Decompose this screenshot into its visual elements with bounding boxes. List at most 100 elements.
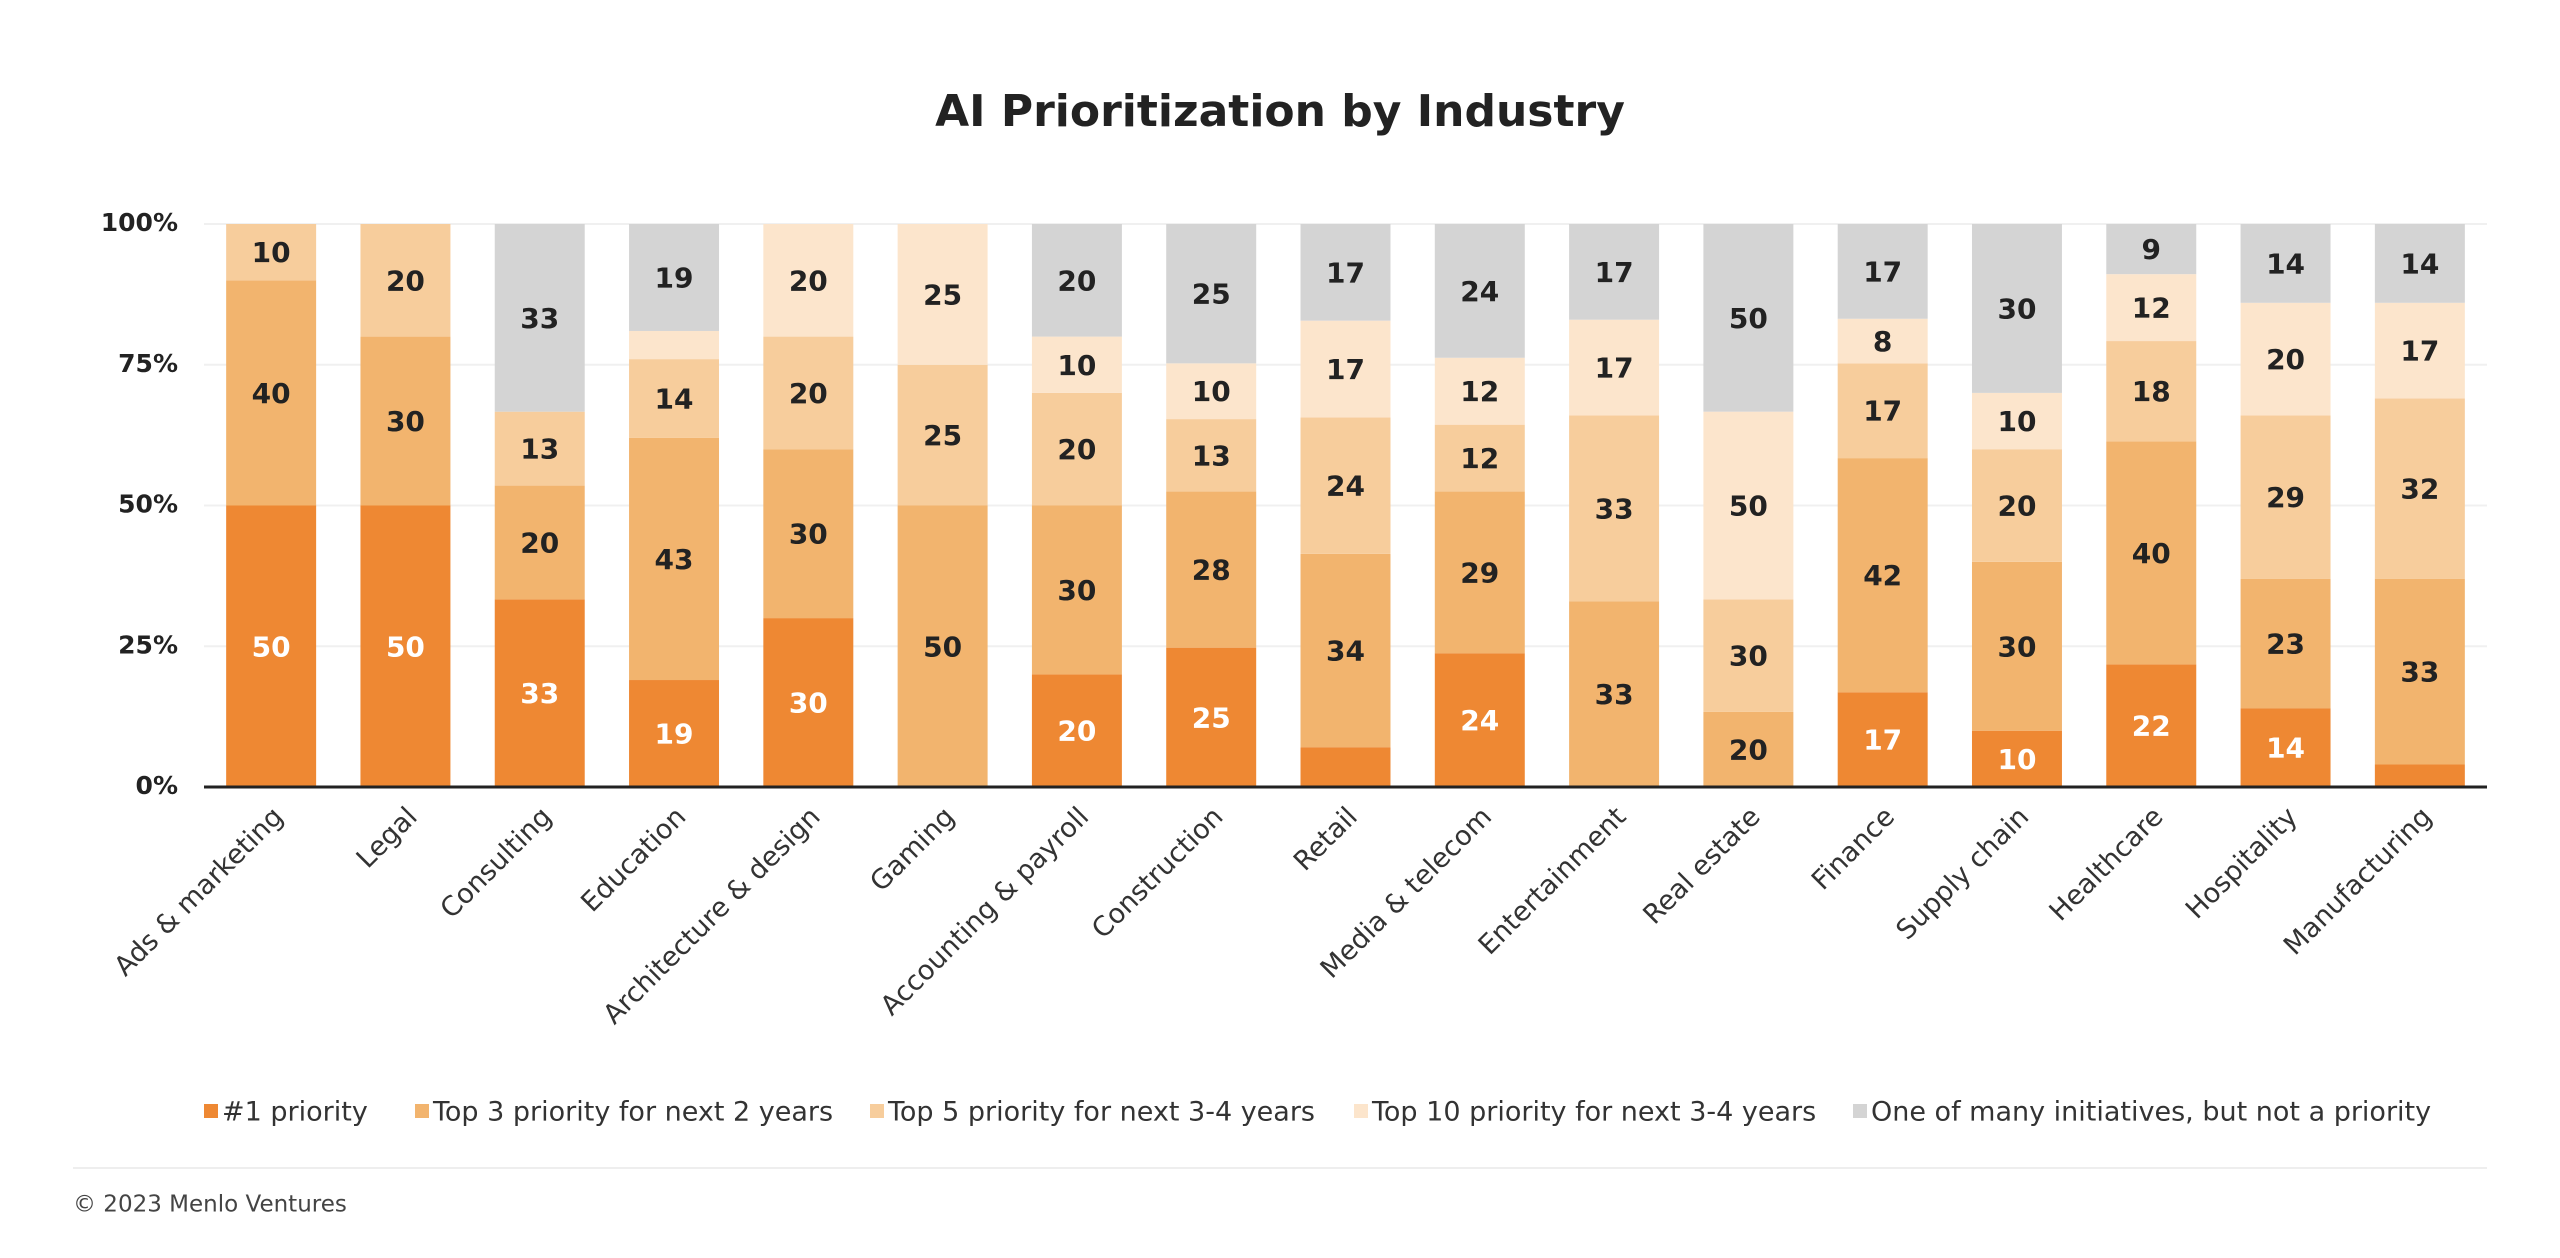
bar-segment xyxy=(1166,224,1257,364)
bar-segment xyxy=(1971,730,2062,787)
segment-label: 25 xyxy=(923,278,962,311)
legend-label: Top 10 priority for next 3-4 years xyxy=(1371,1097,1816,1128)
bar-segment xyxy=(1300,320,1391,418)
segment-label: 19 xyxy=(655,261,694,294)
bar-segment xyxy=(1031,674,1122,787)
y-tick-label: 0% xyxy=(136,771,178,800)
legend-swatch xyxy=(870,1104,884,1118)
x-tick-label: Legal xyxy=(351,801,424,874)
bar-segment xyxy=(2240,302,2331,416)
segment-label: 50 xyxy=(252,630,291,663)
segment-label: 28 xyxy=(1192,554,1231,587)
segment-label: 10 xyxy=(1997,405,2036,438)
x-tick-label: Gaming xyxy=(864,801,961,898)
bar-segment xyxy=(1837,692,1928,787)
bar-segment xyxy=(1971,224,2062,393)
bar-segment xyxy=(226,280,317,506)
segment-label: 20 xyxy=(520,526,559,559)
bar-segment xyxy=(629,680,720,787)
segment-label: 50 xyxy=(1729,490,1768,523)
segment-label: 43 xyxy=(655,543,694,576)
bar-segment xyxy=(2374,398,2465,579)
bar-segment xyxy=(1971,392,2062,450)
bar-segment xyxy=(1300,747,1391,787)
segment-label: 33 xyxy=(520,677,559,710)
legend-label: Top 5 priority for next 3-4 years xyxy=(887,1097,1315,1128)
bar-segment xyxy=(1166,419,1257,492)
bar-segment xyxy=(1837,363,1928,459)
bar-segment xyxy=(1300,417,1391,554)
bar-segment xyxy=(1031,336,1122,393)
bar-segment xyxy=(629,224,720,331)
x-tick-label: Consulting xyxy=(435,801,558,924)
segment-label: 24 xyxy=(1326,470,1365,503)
y-tick-label: 50% xyxy=(118,490,178,519)
segment-label: 25 xyxy=(1192,278,1231,311)
segment-label: 14 xyxy=(2400,247,2439,280)
segment-label: 20 xyxy=(1057,715,1096,748)
segment-label: 50 xyxy=(386,630,425,663)
segment-label: 25 xyxy=(1192,701,1231,734)
segment-label: 12 xyxy=(2132,292,2171,325)
segment-label: 17 xyxy=(2400,335,2439,368)
bar-segment xyxy=(629,330,720,360)
bar-segment xyxy=(2374,764,2465,787)
bar-segment xyxy=(1569,224,1660,320)
segment-label: 12 xyxy=(1460,375,1499,408)
segment-label: 30 xyxy=(789,687,828,720)
segment-label: 17 xyxy=(1595,352,1634,385)
bar-segment xyxy=(1569,319,1660,416)
legend-label: #1 priority xyxy=(222,1097,368,1128)
x-tick-label: Entertainment xyxy=(1473,801,1633,961)
legend-swatch xyxy=(1354,1104,1368,1118)
segment-label: 12 xyxy=(1460,442,1499,475)
segment-label: 17 xyxy=(1863,395,1902,428)
segment-label: 30 xyxy=(1997,292,2036,325)
segment-label: 17 xyxy=(1326,256,1365,289)
segment-label: 24 xyxy=(1460,275,1499,308)
bar-segment xyxy=(2240,578,2331,709)
bar-segment xyxy=(763,224,854,337)
bar-segment xyxy=(2106,341,2197,442)
bar-segment xyxy=(2106,664,2197,787)
bar-segment xyxy=(360,336,451,506)
segment-label: 33 xyxy=(1595,492,1634,525)
footer: © 2023 Menlo Ventures xyxy=(73,1192,347,1218)
segment-label: 23 xyxy=(2266,627,2305,660)
bar-segment xyxy=(1166,647,1257,787)
segment-label: 30 xyxy=(386,405,425,438)
bar-segment xyxy=(897,364,988,506)
bar-segment xyxy=(226,224,317,281)
segment-label: 20 xyxy=(1997,490,2036,523)
segment-label: 14 xyxy=(2266,247,2305,280)
bar-segment xyxy=(1569,601,1660,787)
bar-segment xyxy=(494,599,585,787)
bar-segment xyxy=(2374,302,2465,399)
bar-segment xyxy=(1971,561,2062,731)
bar-segment xyxy=(1434,224,1525,358)
bar-segment xyxy=(1300,224,1391,321)
segment-label: 20 xyxy=(1057,433,1096,466)
legend-label: Top 3 priority for next 2 years xyxy=(432,1097,833,1128)
bar-segment xyxy=(494,411,585,486)
segment-label: 13 xyxy=(520,433,559,466)
bar-segment xyxy=(629,437,720,681)
segment-label: 50 xyxy=(923,630,962,663)
legend-swatch xyxy=(204,1104,218,1118)
segment-label: 32 xyxy=(2400,473,2439,506)
segment-label: 13 xyxy=(1192,439,1231,472)
segment-label: 40 xyxy=(2132,537,2171,570)
legend-swatch xyxy=(1853,1104,1867,1118)
segment-label: 20 xyxy=(1729,733,1768,766)
segment-label: 17 xyxy=(1863,724,1902,757)
segment-label: 30 xyxy=(1057,574,1096,607)
x-tick-label: Ads & marketing xyxy=(108,801,289,982)
x-tick-label: Healthcare xyxy=(2044,801,2170,927)
x-tick-label: Real estate xyxy=(1637,801,1766,930)
segment-label: 17 xyxy=(1595,256,1634,289)
bar-segment xyxy=(763,618,854,787)
bar-segment xyxy=(897,505,988,787)
bar-segment xyxy=(1031,392,1122,506)
bar-segment xyxy=(1300,553,1391,748)
segment-label: 29 xyxy=(2266,481,2305,514)
